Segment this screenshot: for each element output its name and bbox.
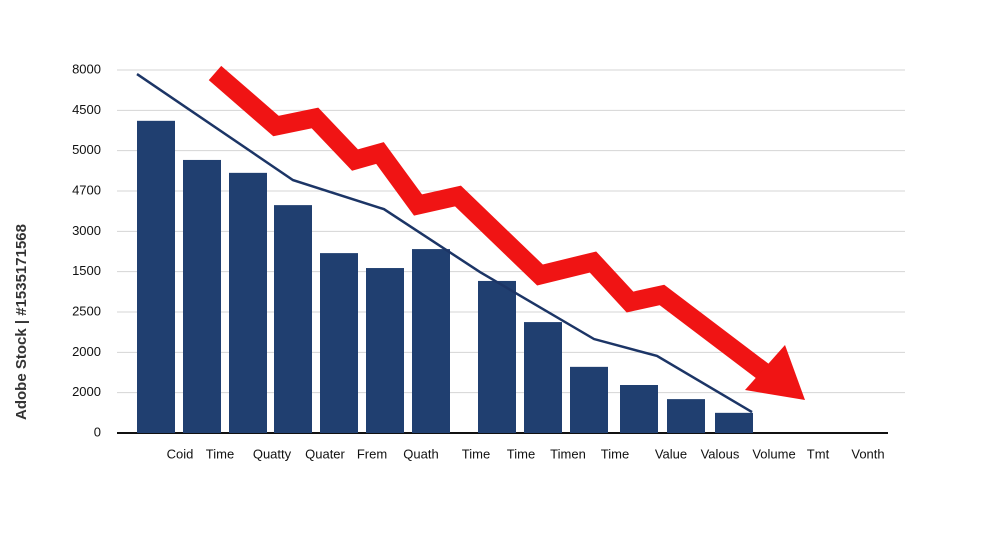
watermark: Adobe Stock | #1535171568 (13, 224, 30, 420)
bar (667, 399, 705, 433)
y-tick-label: 8000 (72, 61, 101, 76)
y-tick-label: 2500 (72, 303, 101, 318)
arrow-head (745, 345, 805, 400)
bar (366, 268, 404, 433)
bar (478, 280, 516, 433)
y-tick-label: 1500 (72, 263, 101, 278)
x-tick-label: Quath (403, 446, 438, 461)
bar (524, 322, 562, 433)
bar (320, 253, 358, 433)
trend-line (136, 72, 753, 414)
bar (137, 120, 175, 433)
red-arrow (208, 65, 805, 400)
y-tick-label: 3000 (72, 223, 101, 238)
y-tick-label: 2000 (72, 344, 101, 359)
y-tick-label: 4500 (72, 102, 101, 117)
arrow-shaft (208, 65, 771, 381)
x-tick-label: Tmt (807, 446, 830, 461)
x-tick-label: Coid (167, 446, 194, 461)
bar (274, 205, 312, 433)
y-tick-label: 5000 (72, 142, 101, 157)
x-tick-label: Time (601, 446, 629, 461)
x-tick-label: Vonth (851, 446, 884, 461)
x-tick-label: Valous (701, 446, 740, 461)
x-tick-label: Frem (357, 446, 387, 461)
y-tick-label: 0 (94, 424, 101, 439)
x-tick-label: Time (462, 446, 490, 461)
x-tick-label: Volume (752, 446, 795, 461)
x-tick-label: Quatty (253, 446, 292, 461)
bar (715, 412, 753, 433)
y-tick-label: 4700 (72, 182, 101, 197)
x-tick-label: Timen (550, 446, 586, 461)
x-tick-label: Time (507, 446, 535, 461)
x-tick-label: Time (206, 446, 234, 461)
bar (183, 159, 221, 433)
bar (229, 172, 267, 433)
y-tick-label: 2000 (72, 384, 101, 399)
x-tick-label: Value (655, 446, 687, 461)
bar (412, 249, 450, 433)
x-tick-label: Quater (305, 446, 345, 461)
bar (570, 366, 608, 433)
bar (620, 385, 658, 433)
